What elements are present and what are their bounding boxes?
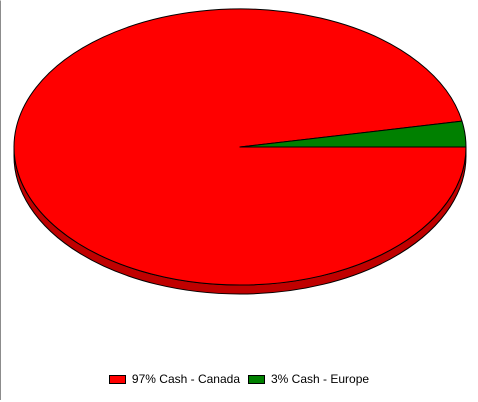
pie-chart xyxy=(0,0,478,360)
legend-swatch-europe xyxy=(248,375,265,384)
legend-item-canada: 97% Cash - Canada xyxy=(109,372,240,386)
legend: 97% Cash - Canada 3% Cash - Europe xyxy=(0,372,478,386)
legend-item-europe: 3% Cash - Europe xyxy=(248,372,369,386)
legend-label-europe: 3% Cash - Europe xyxy=(271,372,369,386)
legend-swatch-canada xyxy=(109,375,126,384)
legend-label-canada: 97% Cash - Canada xyxy=(132,372,240,386)
